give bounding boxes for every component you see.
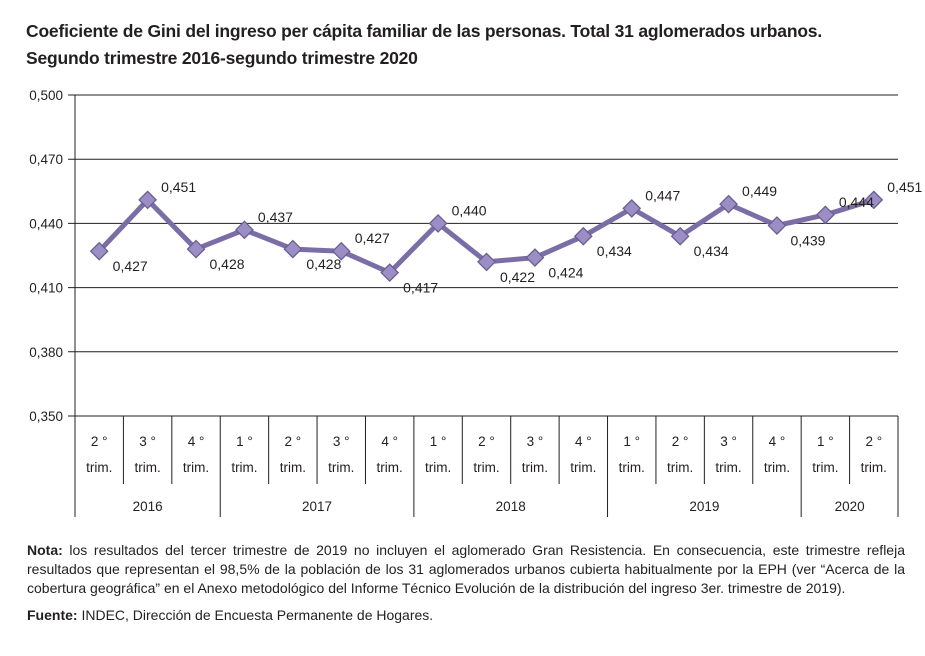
data-point-marker [622,199,642,218]
x-tick-trim: trim. [86,460,112,475]
x-tick-quarter: 4 ° [575,434,592,449]
x-tick-trim: trim. [425,460,451,475]
data-label: 0,434 [694,243,729,259]
data-point-marker [864,190,884,210]
y-tick-label: 0,470 [29,152,63,167]
year-label: 2020 [835,499,865,514]
x-tick-trim: trim. [667,460,693,475]
data-point-marker [815,205,835,225]
x-tick-quarter: 4 ° [769,434,786,449]
year-label: 2017 [302,499,332,514]
x-tick-trim: trim. [473,460,499,475]
data-point-marker [89,241,109,261]
year-label: 2018 [496,499,526,514]
x-tick-quarter: 1 ° [817,434,834,449]
fuente-text: INDEC, Dirección de Encuesta Permanente … [77,607,434,623]
data-point-marker [380,263,400,283]
x-tick-trim: trim. [812,460,838,475]
x-tick-trim: trim. [280,460,306,475]
data-label: 0,444 [839,194,874,210]
x-tick-quarter: 2 ° [285,434,302,449]
y-tick-label: 0,380 [29,345,63,360]
data-label-layer: 0,427 0,451 0,428 0,437 0,428 0,427 0,417 0,440… [113,179,923,296]
chart-title-line-2: Segundo trimestre 2016-segundo trimestre… [26,48,418,68]
x-tick-trim: trim. [328,460,354,475]
x-tick-quarter: 4 ° [188,434,205,449]
data-point-marker [525,248,545,268]
nota-paragraph: Nota: los resultados del tercer trimestr… [27,541,905,598]
y-tick-label: 0,350 [29,409,63,424]
data-point-marker [331,241,351,261]
fuente-label: Fuente: [27,607,78,623]
data-point-marker [138,190,158,210]
data-point-marker [283,239,303,259]
data-label: 0,427 [113,258,148,274]
x-tick-trim: trim. [764,460,790,475]
data-point-marker [573,226,593,246]
x-tick-quarter: 3 ° [720,434,737,449]
x-tick-quarter: 1 ° [623,434,640,449]
x-tick-quarter: 3 ° [527,434,544,449]
y-tick-label: 0,410 [29,281,63,296]
fuente-paragraph: Fuente: INDEC, Dirección de Encuesta Per… [27,606,905,625]
chart-title: Coeficiente de Gini del ingreso per cápi… [26,18,906,72]
x-tick-trim: trim. [377,460,403,475]
data-label: 0,437 [258,209,293,225]
data-label: 0,424 [548,265,583,281]
nota-text: los resultados del tercer trimestre de 2… [27,542,905,596]
data-label: 0,428 [306,256,341,272]
data-point-marker [186,239,206,259]
year-label: 2019 [689,499,719,514]
chart-title-line-1: Coeficiente de Gini del ingreso per cápi… [26,21,823,41]
data-label: 0,451 [161,179,196,195]
data-point-marker [767,216,787,235]
y-tick-label: 0,440 [29,216,63,231]
data-label: 0,428 [210,256,245,272]
x-tick-quarter: 3 ° [139,434,156,449]
data-point-marker [428,213,448,233]
x-tick-quarter: 3 ° [333,434,350,449]
axis-layer: 0,500 0,470 0,440 0,410 0,380 0,350 2 ° trim. 3 … [29,88,899,517]
data-label: 0,449 [742,183,777,199]
x-tick-trim: trim. [861,460,887,475]
data-label: 0,427 [355,230,390,246]
x-tick-quarter: 2 ° [478,434,495,449]
data-label: 0,447 [645,187,680,203]
x-tick-quarter: 1 ° [430,434,447,449]
year-label: 2016 [133,499,163,514]
series-layer [89,190,884,283]
x-tick-trim: trim. [134,460,160,475]
data-label: 0,417 [403,280,438,296]
data-point-marker [670,226,690,246]
x-tick-trim: trim. [619,460,645,475]
x-tick-quarter: 4 ° [381,434,398,449]
nota-label: Nota: [27,542,63,558]
x-tick-trim: trim. [231,460,257,475]
x-tick-trim: trim. [522,460,548,475]
data-label: 0,440 [452,202,487,218]
data-label: 0,451 [887,179,922,195]
notes-block: Nota: los resultados del tercer trimestr… [27,541,905,625]
x-tick-quarter: 2 ° [865,434,882,449]
x-tick-trim: trim. [570,460,596,475]
gini-line-chart: 0,500 0,470 0,440 0,410 0,380 0,350 2 ° trim. 3 … [29,88,923,517]
data-point-marker [235,220,254,240]
x-tick-quarter: 2 ° [672,434,689,449]
x-tick-trim: trim. [183,460,209,475]
data-label: 0,422 [500,269,535,285]
x-tick-quarter: 2 ° [91,434,108,449]
data-point-marker [477,252,496,272]
data-label: 0,434 [597,243,632,259]
x-tick-quarter: 1 ° [236,434,253,449]
y-tick-label: 0,500 [29,88,63,103]
x-tick-trim: trim. [715,460,741,475]
data-point-marker [719,194,738,214]
grid-layer [68,94,898,417]
data-label: 0,439 [790,233,825,249]
